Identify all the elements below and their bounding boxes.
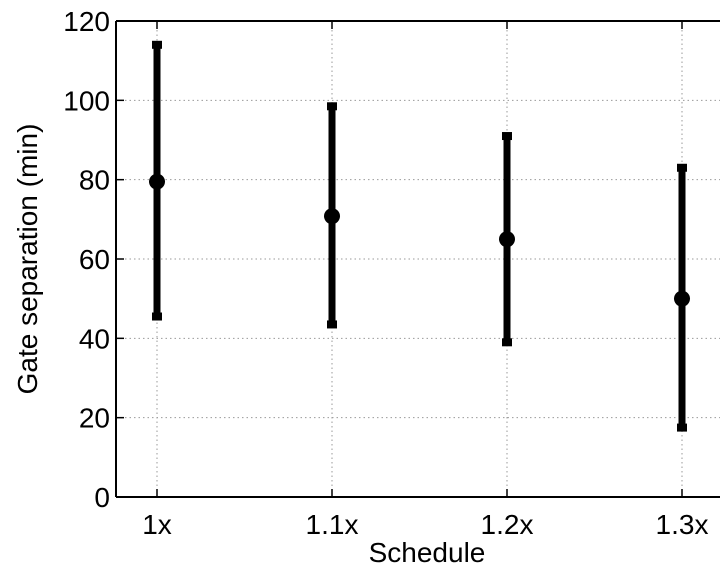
lower-cap (502, 338, 512, 347)
x-tick-label: 1x (142, 509, 172, 540)
axes (115, 20, 720, 498)
lower-cap (152, 312, 162, 321)
mean-point (324, 208, 340, 225)
y-tick-label: 40 (79, 323, 110, 354)
mean-point (674, 290, 690, 307)
y-tick-label: 0 (94, 482, 110, 513)
error-bar-group (499, 132, 515, 347)
y-tick-label: 80 (79, 165, 110, 196)
y-tick-label: 20 (79, 403, 110, 434)
lower-cap (677, 423, 687, 432)
x-tick-label: 1.3x (656, 509, 709, 540)
upper-cap (677, 163, 687, 172)
y-axis-title: Gate separation (min) (12, 124, 43, 395)
mean-point (499, 231, 515, 248)
upper-cap (152, 40, 162, 49)
error-bars (149, 40, 690, 432)
y-tick-label: 120 (63, 6, 110, 37)
y-tick-label: 100 (63, 85, 110, 116)
lower-cap (327, 320, 337, 329)
tick-labels: 0 20 40 60 80 100 120 1x 1.1x 1.2x 1.3x (63, 6, 708, 540)
x-axis-title: Schedule (369, 537, 486, 567)
x-tick-label: 1.2x (481, 509, 534, 540)
upper-cap (502, 132, 512, 141)
x-tick-label: 1.1x (306, 509, 359, 540)
error-bar-group (324, 102, 340, 329)
error-bar-group (149, 40, 165, 321)
upper-cap (327, 102, 337, 111)
mean-point (149, 173, 165, 190)
grid-lines (116, 20, 720, 497)
error-bar-group (674, 163, 690, 432)
y-tick-label: 60 (79, 244, 110, 275)
